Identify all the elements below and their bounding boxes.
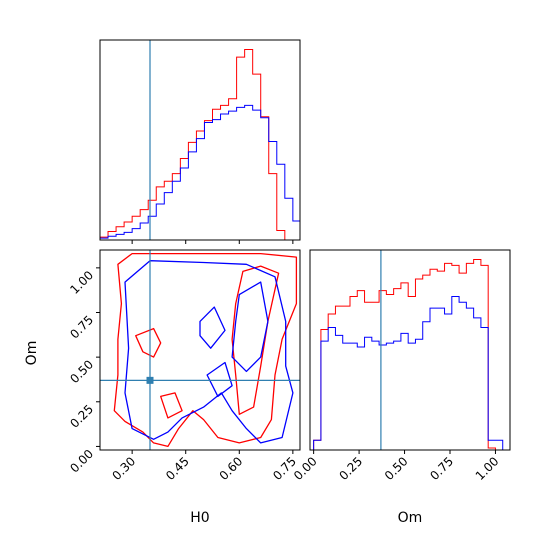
hist-om-xtick-label-3: 0.75 xyxy=(427,454,456,483)
hist-om-plot-area xyxy=(313,250,504,450)
hist-h0-panel xyxy=(99,39,301,244)
hist-om-xtick-label-0: 0.00 xyxy=(291,454,320,483)
contour-line-red-1 xyxy=(231,265,280,415)
contour-ytick-label-4: 1.00 xyxy=(67,268,96,297)
hist-om-series-red xyxy=(313,259,503,450)
contour-ytick-label-0: 0.00 xyxy=(67,447,96,476)
contour-xtick-label-2: 0.60 xyxy=(217,454,246,483)
hist-om-panel: 0.00 0.25 0.50 0.75 1.00 xyxy=(291,249,511,483)
contour-ytick-label-2: 0.50 xyxy=(67,357,96,386)
hist-om-xtick-label-4: 1.00 xyxy=(473,454,502,483)
contour-ytick-label-1: 0.25 xyxy=(67,402,96,431)
hist-om-xtick-label-1: 0.25 xyxy=(336,454,365,483)
contour-h0-om-panel: 0.30 0.45 0.60 0.750.000.250.500.751.00 xyxy=(67,249,301,483)
contour-xtick-label-1: 0.45 xyxy=(163,454,192,483)
contour-line-blue-6 xyxy=(199,306,226,349)
contour-line-blue-5 xyxy=(231,281,269,373)
hist-h0-series-blue xyxy=(100,104,300,240)
x-axis-label-om: Om xyxy=(398,510,423,526)
contour-xtick-label-0: 0.30 xyxy=(109,454,138,483)
x-axis-label-h0: H0 xyxy=(190,510,209,526)
y-axis-label-om: Om xyxy=(24,341,40,366)
hist-h0-frame xyxy=(99,39,301,241)
contour-ytick-label-3: 0.75 xyxy=(67,313,96,342)
hist-h0-series-red xyxy=(100,49,300,240)
hist-om-xtick-label-2: 0.50 xyxy=(382,454,411,483)
hist-om-series-blue xyxy=(313,295,504,450)
contour-line-red-2 xyxy=(135,327,162,358)
contour-line-blue-7 xyxy=(206,361,233,398)
contour-line-blue-4 xyxy=(124,260,294,444)
hist-om-frame xyxy=(309,249,511,451)
contour-plot-area xyxy=(100,250,300,450)
contour-truth-marker xyxy=(146,376,154,384)
contour-line-red-0 xyxy=(113,252,298,448)
hist-h0-plot-area xyxy=(100,40,300,240)
contour-frame xyxy=(99,249,301,451)
contour-line-red-3 xyxy=(160,392,183,419)
